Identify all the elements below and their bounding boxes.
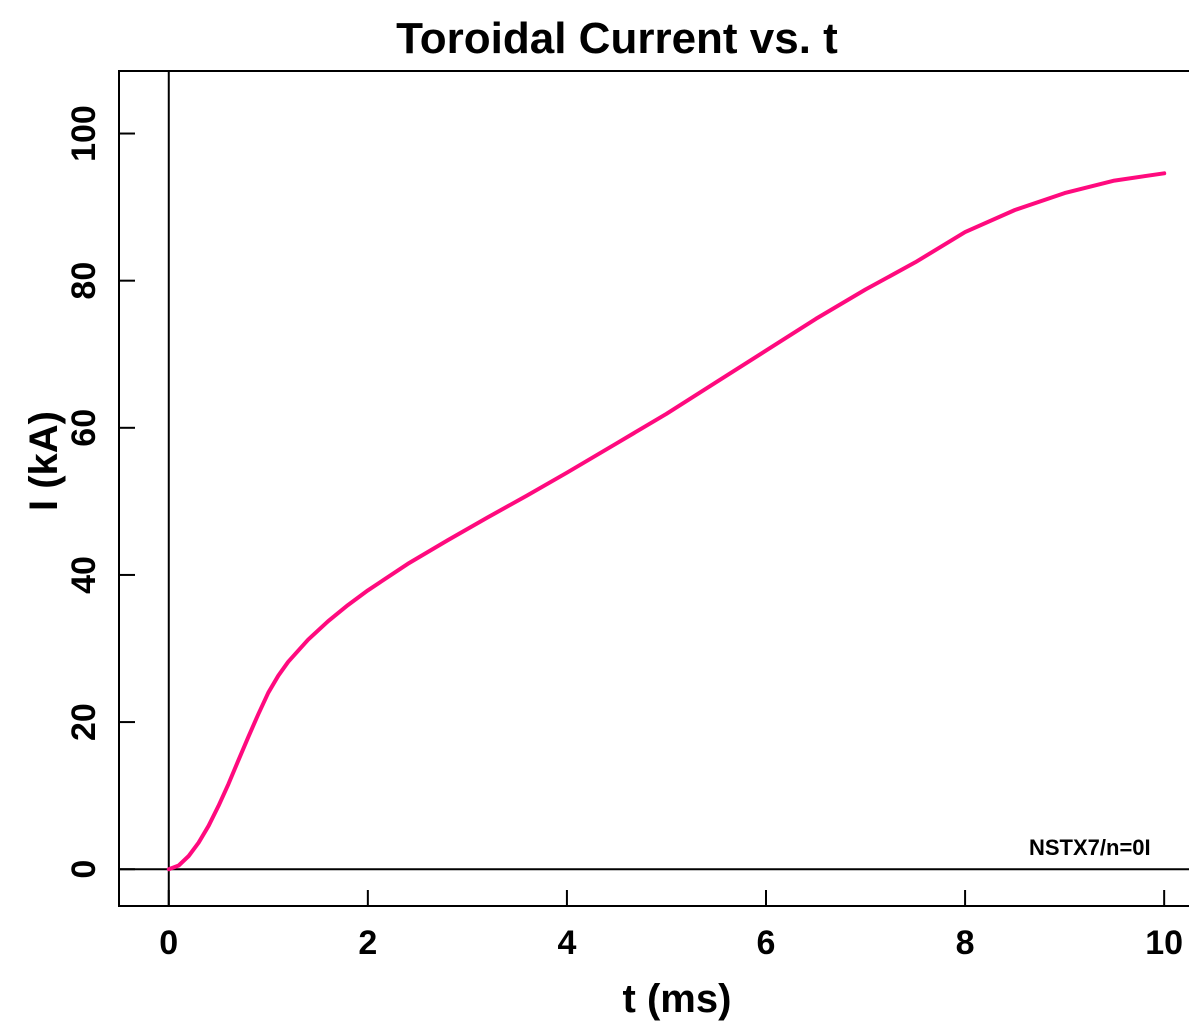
y-tick-label: 20 [65,703,103,741]
x-axis-ticks: 0 2 4 6 8 10 [159,890,1183,962]
y-tick-label: 60 [65,409,103,447]
y-tick-label: 80 [65,262,103,300]
series-line [166,171,1167,872]
x-tick-label: 2 [358,924,377,962]
x-tick-label: 10 [1145,924,1183,962]
run-annotation: NSTX7/n=0I [1029,835,1151,860]
chart-title: Toroidal Current vs. t [396,14,838,63]
x-tick-label: 4 [557,924,576,962]
plot-frame [118,70,1189,907]
y-tick-label: 0 [65,860,103,879]
x-axis-label: t (ms) [623,977,732,1021]
y-tick-label: 100 [65,105,103,162]
y-tick-label: 40 [65,556,103,594]
x-tick-label: 6 [757,924,776,962]
y-axis-ticks: 0 20 40 60 80 100 [65,105,135,879]
zero-lines [119,71,1189,906]
y-axis-label: I (kA) [22,411,66,511]
x-tick-label: 8 [956,924,975,962]
x-tick-label: 0 [159,924,178,962]
